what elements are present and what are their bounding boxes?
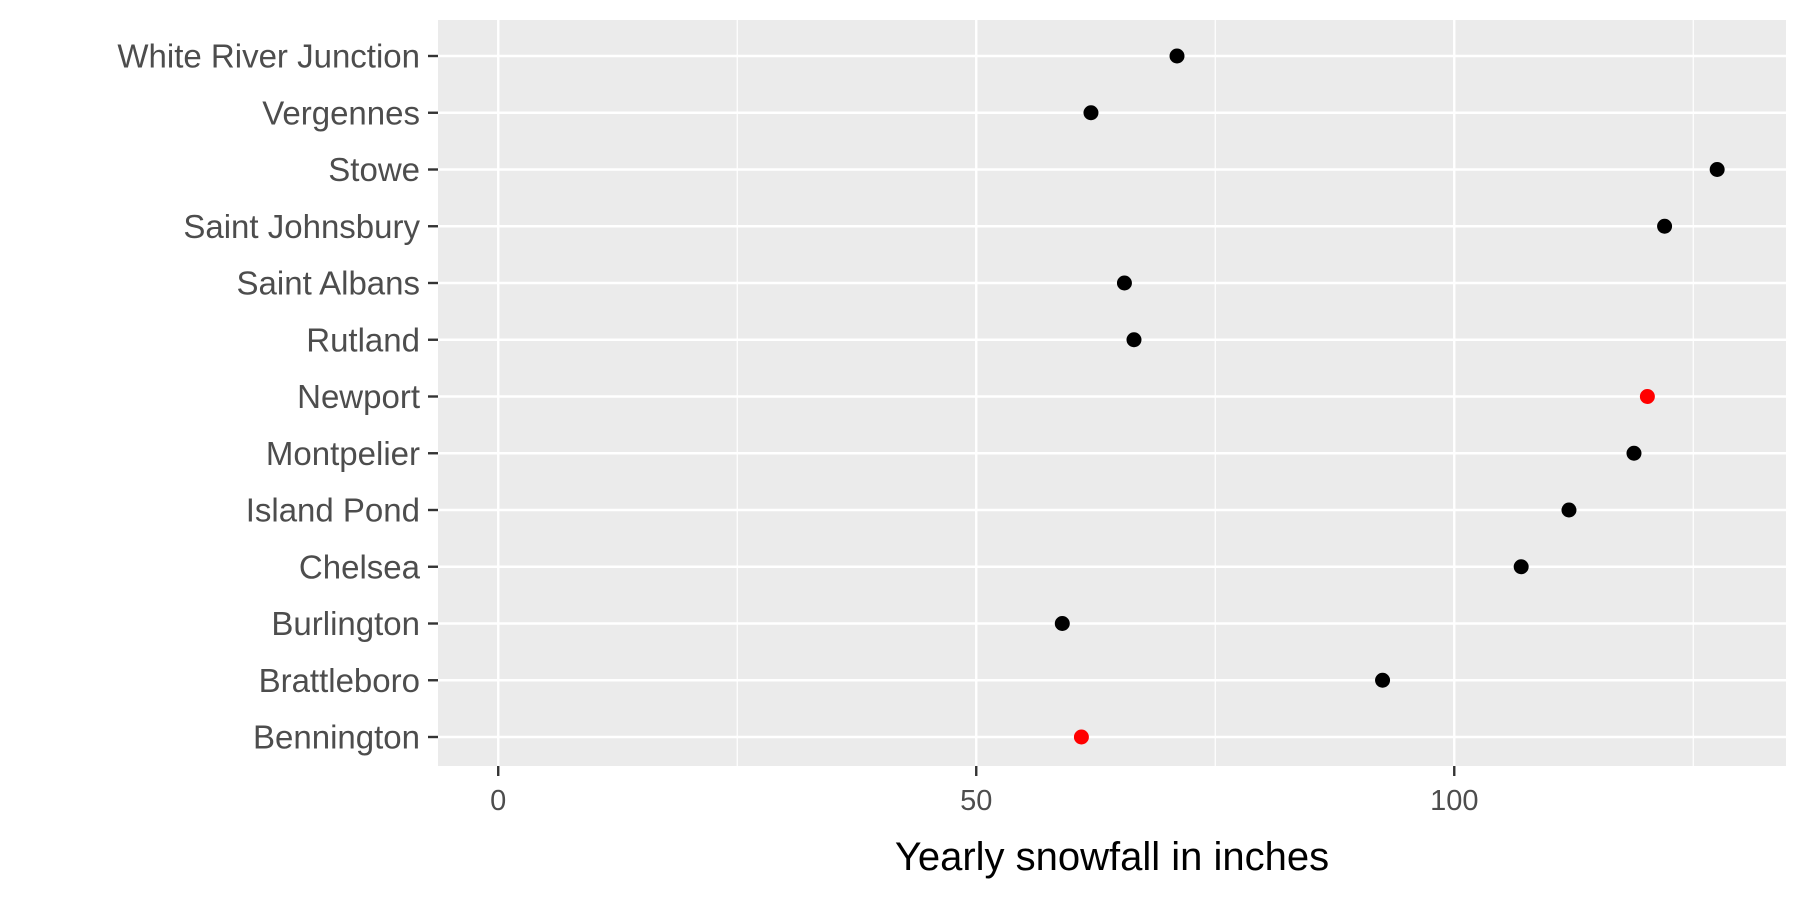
data-point bbox=[1116, 275, 1132, 291]
plot-panel bbox=[438, 20, 1786, 766]
data-point bbox=[1083, 105, 1099, 121]
panel-background bbox=[438, 20, 1786, 766]
y-tick-label: Rutland bbox=[306, 321, 420, 358]
y-tick-label: Stowe bbox=[328, 151, 420, 188]
data-points bbox=[1054, 48, 1725, 745]
data-point bbox=[1375, 672, 1391, 688]
x-tick-label: 100 bbox=[1430, 785, 1478, 817]
data-point bbox=[1054, 616, 1070, 631]
data-point bbox=[1513, 559, 1529, 575]
y-tick-label: Brattleboro bbox=[259, 662, 420, 699]
data-point bbox=[1709, 162, 1725, 177]
data-point bbox=[1126, 332, 1142, 348]
x-axis-title: Yearly snowfall in inches bbox=[895, 835, 1329, 879]
y-tick-label: White River Junction bbox=[117, 38, 420, 75]
y-tick-label: Saint Albans bbox=[237, 265, 420, 302]
data-point bbox=[1561, 502, 1577, 518]
x-tick-label: 50 bbox=[960, 785, 992, 817]
y-tick-label: Bennington bbox=[253, 719, 420, 756]
y-axis: Bennington Brattleboro Burlington Chelsea Is… bbox=[117, 38, 438, 756]
y-tick-label: Vergennes bbox=[262, 94, 420, 131]
data-point bbox=[1169, 48, 1185, 64]
x-tick-label: 0 bbox=[490, 785, 506, 817]
y-tick-label: Newport bbox=[297, 378, 420, 415]
y-tick-label: Saint Johnsbury bbox=[183, 208, 420, 245]
y-tick-label: Chelsea bbox=[299, 548, 421, 585]
y-tick-label: Montpelier bbox=[266, 435, 420, 472]
y-tick-label: Burlington bbox=[271, 605, 420, 642]
y-tick-label: Island Pond bbox=[246, 492, 420, 529]
data-point bbox=[1639, 389, 1655, 404]
data-point bbox=[1073, 729, 1089, 745]
x-axis: 0 50 100 bbox=[490, 766, 1478, 817]
data-point bbox=[1657, 218, 1673, 234]
data-point bbox=[1626, 445, 1642, 461]
